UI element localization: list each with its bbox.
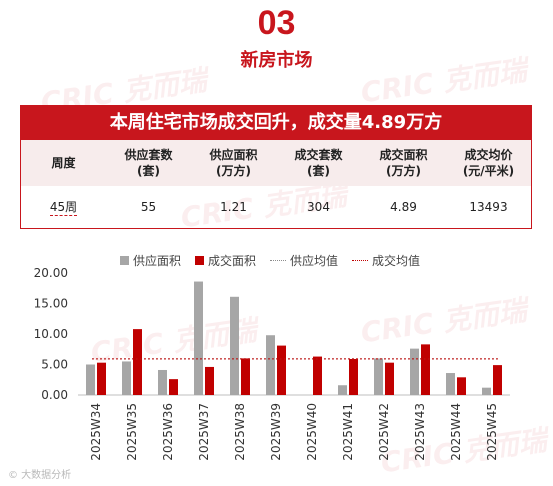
- bar-deal: [205, 366, 214, 395]
- column-header-line2: (套): [307, 164, 330, 178]
- column-header-line1: 供应面积: [209, 148, 258, 162]
- section-number: 03: [257, 4, 296, 42]
- y-tick-label: 0.00: [41, 388, 68, 402]
- column-header-line2: (万方): [386, 164, 421, 178]
- x-tick-label: 2025W37: [197, 403, 211, 461]
- bar-supply: [374, 358, 383, 395]
- bar-supply: [338, 385, 347, 395]
- bar-supply: [158, 369, 167, 395]
- bar-supply: [230, 296, 239, 395]
- bar-deal: [277, 345, 286, 395]
- column-header-line2: (套): [137, 164, 160, 178]
- column-header: 周度: [21, 140, 106, 186]
- legend-label: 供应面积: [133, 254, 182, 268]
- x-tick-label: 2025W42: [377, 403, 391, 461]
- table-headline: 本周住宅市场成交回升，成交量4.89万方: [21, 106, 531, 140]
- column-header: 成交套数 (套): [276, 140, 361, 186]
- column-header-line2: (元/平米): [462, 164, 515, 178]
- table-header-row: 周度 供应套数 (套) 供应面积 (万方) 成交套数 (套) 成交面积 (万方) 成交均…: [21, 140, 531, 186]
- y-tick-label: 20.00: [34, 266, 68, 280]
- table-cell: 304: [307, 200, 330, 214]
- bar-deal: [457, 377, 466, 395]
- bar-supply: [410, 348, 419, 395]
- legend-line: [352, 260, 369, 261]
- bar-deal: [133, 329, 142, 395]
- column-header-line1: 成交均价: [464, 148, 513, 162]
- x-tick-label: 2025W45: [485, 403, 499, 461]
- column-header: 成交均价 (元/平米): [446, 140, 531, 186]
- x-tick-label: 2025W39: [269, 403, 283, 461]
- legend-swatch: [120, 256, 129, 265]
- legend-item-deal-average: 成交均值: [352, 252, 420, 269]
- y-tick-label: 15.00: [34, 297, 68, 311]
- section-title: 新房市场: [240, 50, 313, 71]
- bar-deal: [493, 365, 502, 395]
- week-value: 45周: [49, 200, 78, 216]
- column-header: 供应面积 (万方): [191, 140, 276, 186]
- column-header-line1: 周度: [51, 156, 76, 170]
- y-tick-label: 5.00: [41, 358, 68, 372]
- column-header: 成交面积 (万方): [361, 140, 446, 186]
- bar-supply: [122, 361, 131, 395]
- bar-supply: [446, 373, 455, 395]
- column-header: 供应套数 (套): [106, 140, 191, 186]
- legend-line: [270, 260, 287, 261]
- x-tick-label: 2025W41: [341, 403, 355, 461]
- area-bar-chart: 0.00 5.00 10.00 15.00 20.00 2025W34 2025W35 202…: [34, 266, 510, 461]
- legend-item-supply-average: 供应均值: [270, 252, 338, 269]
- x-tick-label: 2025W34: [89, 403, 103, 461]
- x-tick-label: 2025W38: [233, 403, 247, 461]
- legend-label: 成交均值: [372, 254, 421, 268]
- column-header-line2: (万方): [216, 164, 251, 178]
- source-mark: © 大数据分析: [8, 470, 72, 481]
- summary-table: 本周住宅市场成交回升，成交量4.89万方 周度 供应套数 (套) 供应面积 (万方)…: [20, 105, 532, 229]
- bar-deal: [241, 358, 250, 395]
- column-header-line1: 供应套数: [124, 148, 173, 162]
- legend-item-deal-area: 成交面积: [195, 252, 256, 269]
- bar-supply: [266, 335, 275, 395]
- legend-swatch: [195, 256, 205, 265]
- table-cell: 55: [140, 200, 157, 214]
- bar-supply: [482, 387, 491, 395]
- bar-deal: [313, 356, 322, 395]
- legend-item-supply-area: 供应面积: [120, 252, 181, 269]
- x-tick-label: 2025W44: [449, 403, 463, 461]
- x-tick-label: 2025W43: [413, 403, 427, 461]
- column-header-line1: 成交面积: [379, 148, 428, 162]
- bar-deal: [421, 344, 430, 395]
- bar-supply: [194, 281, 203, 395]
- table-row: 45周 55 1.21 304 4.89 13493: [21, 186, 531, 228]
- bar-supply: [86, 364, 95, 395]
- x-tick-label: 2025W40: [305, 403, 319, 461]
- table-cell: 4.89: [390, 200, 417, 214]
- chart-legend: 供应面积 成交面积 供应均值 成交均值: [120, 252, 540, 269]
- bar-deal: [97, 362, 106, 395]
- legend-label: 成交面积: [208, 254, 257, 268]
- table-cell: 45周: [21, 186, 106, 228]
- table-cell: 1.21: [220, 200, 247, 214]
- x-tick-label: 2025W35: [125, 403, 139, 461]
- table-cell: 13493: [469, 200, 508, 214]
- column-header-line1: 成交套数: [294, 148, 343, 162]
- legend-label: 供应均值: [290, 254, 339, 268]
- y-tick-label: 10.00: [34, 327, 68, 341]
- bar-deal: [385, 362, 394, 395]
- bar-deal: [169, 379, 178, 395]
- x-tick-label: 2025W36: [161, 403, 175, 461]
- bar-deal: [349, 359, 358, 395]
